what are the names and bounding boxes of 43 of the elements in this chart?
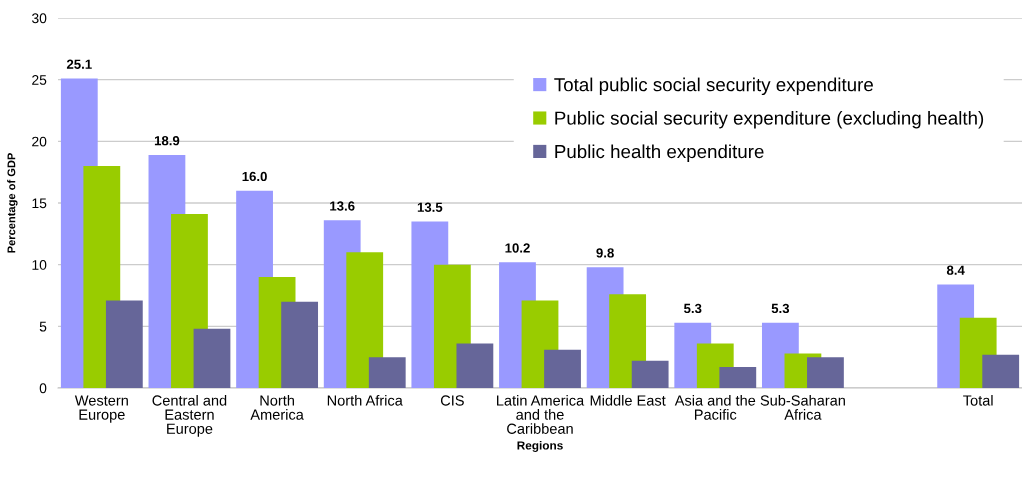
data-label: 10.2 [505, 243, 530, 253]
legend-label: Public social security expenditure (excluding health) [555, 110, 984, 129]
y-tick-label: 20 [32, 136, 47, 147]
y-tick-label: 30 [31, 13, 47, 24]
legend-label: Total public social security expenditure [554, 77, 873, 96]
x-tick-label: CIS [440, 395, 464, 406]
bar [346, 252, 384, 388]
data-label: 16.0 [242, 171, 267, 182]
x-tick-label: Central and Eastern Europe [152, 394, 227, 437]
x-tick-label: Total [963, 394, 993, 406]
data-label: 25.1 [66, 59, 92, 69]
bar [719, 367, 757, 388]
bar [193, 328, 231, 388]
data-label: 13.5 [417, 202, 443, 212]
y-tick-label: 10 [32, 260, 47, 270]
data-label: 8.4 [946, 265, 965, 275]
legend-label: Public health expenditure [555, 144, 764, 162]
x-tick-label: Sub-Saharan Africa [760, 394, 845, 420]
bar [807, 357, 844, 388]
bar [982, 354, 1020, 388]
x-tick-label: Latin America and the Caribbean [497, 394, 585, 434]
x-tick-label: North Africa [327, 394, 403, 406]
x-tick-label: Asia and the Pacific [674, 394, 756, 420]
data-label: 5.3 [683, 303, 702, 314]
y-tick-label: 5 [39, 321, 47, 332]
x-axis-title: Regions [517, 440, 563, 453]
data-label: 18.9 [154, 136, 180, 146]
x-tick-label: Western Europe [74, 395, 128, 423]
x-tick-label: North America [250, 394, 304, 420]
bar [456, 343, 494, 388]
bar [368, 357, 406, 388]
bar [281, 301, 319, 388]
data-label: 13.6 [330, 201, 355, 211]
y-axis-title: Percentage of GDP [7, 153, 18, 253]
y-tick-label: 0 [39, 383, 47, 394]
data-label: 5.3 [771, 303, 790, 314]
bar [631, 360, 669, 388]
y-tick-label: 25 [32, 75, 47, 85]
data-label: 9.8 [596, 248, 614, 258]
y-tick-label: 15 [32, 198, 47, 209]
bar [544, 349, 581, 388]
x-tick-label: Middle East [590, 394, 666, 406]
bar [105, 300, 143, 388]
